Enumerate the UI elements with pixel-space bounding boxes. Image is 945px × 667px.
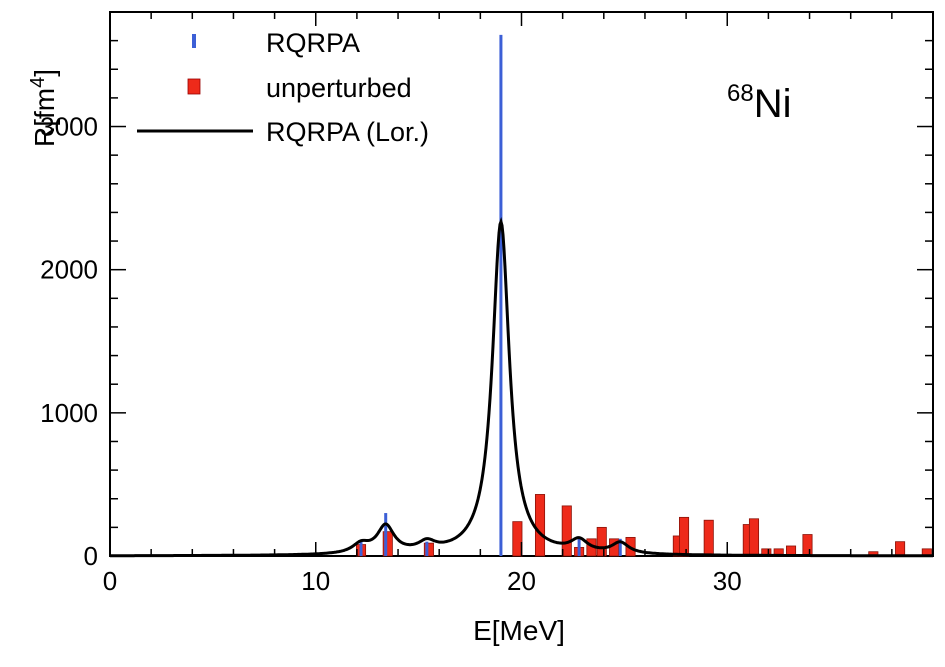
- plot-border: [109, 11, 934, 557]
- y-tick-label: 3000: [40, 112, 98, 142]
- unperturbed-bar: [382, 531, 393, 557]
- x-tick-label: 0: [103, 566, 117, 596]
- nucleus-mass: 68: [727, 80, 754, 107]
- y-tick-label: 1000: [40, 398, 98, 428]
- x-tick-label: 30: [713, 566, 742, 596]
- unperturbed-bar: [679, 516, 690, 557]
- legend-swatch-rqrpa: [192, 34, 196, 48]
- unperturbed-bar: [748, 518, 760, 557]
- y-tick-label: 0: [84, 541, 98, 571]
- y-axis-title: R[fm4]: [27, 69, 60, 147]
- plot-frame: [109, 11, 934, 557]
- y-axis-title-sup: 4: [27, 77, 49, 88]
- unperturbed-bar: [561, 505, 572, 557]
- legend-label-lorentzian: RQRPA (Lor.): [266, 117, 429, 147]
- unperturbed-bar: [895, 541, 906, 557]
- y-tick-label: 2000: [40, 255, 98, 285]
- legend-label-rqrpa: RQRPA: [266, 28, 360, 58]
- unperturbed-bar: [703, 519, 714, 557]
- axis-ticks: 0 10 20 30 0 1000 2000 3000: [40, 11, 934, 596]
- legend-label-unperturbed: unperturbed: [266, 73, 412, 103]
- unperturbed-bar: [802, 534, 813, 557]
- y-axis-title-main: R[fm: [29, 88, 60, 147]
- unperturbed-bar: [534, 494, 546, 557]
- nucleus-annotation: 68Ni: [727, 80, 791, 126]
- legend-swatch-unperturbed: [187, 78, 201, 95]
- rqrpa-lines: [359, 34, 622, 556]
- unperturbed-bar: [512, 521, 523, 557]
- legend: RQRPA unperturbed RQRPA (Lor.): [137, 28, 429, 147]
- unperturbed-bar: [596, 526, 607, 557]
- x-tick-label: 20: [507, 566, 536, 596]
- lorentzian-curve: [110, 217, 933, 558]
- unperturbed-bar: [423, 542, 434, 557]
- nucleus-element: Ni: [754, 82, 792, 126]
- y-axis-title-close: ]: [29, 69, 60, 77]
- x-axis-title: E[MeV]: [473, 615, 565, 646]
- unperturbed-bars: [355, 494, 932, 557]
- x-tick-label: 10: [301, 566, 330, 596]
